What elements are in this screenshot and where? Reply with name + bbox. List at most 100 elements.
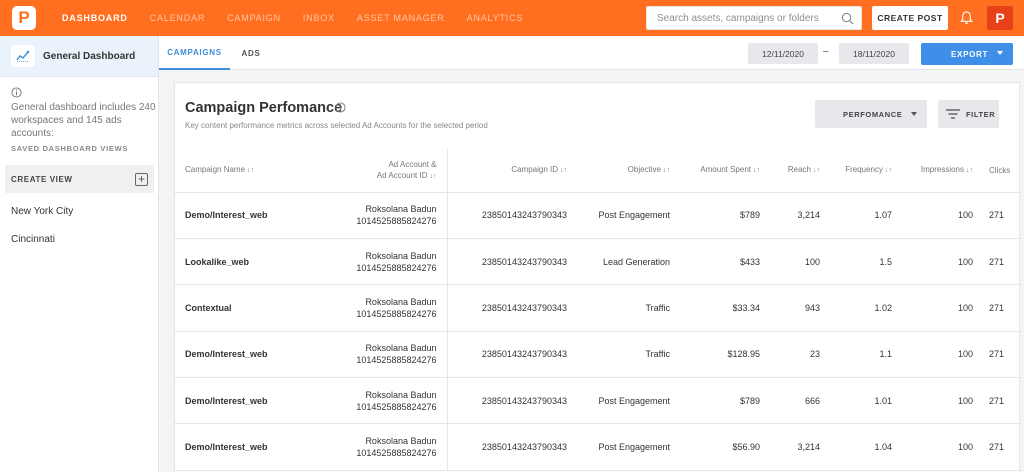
campaign-name-cell[interactable]: Demo/Interest_web: [175, 331, 330, 379]
ad-account-cell: Roksolana Badun 1014525885824276: [330, 192, 448, 239]
saved-view-item[interactable]: Cincinnati: [11, 234, 55, 245]
col-clicks[interactable]: Clicks: [983, 149, 1019, 193]
info-icon[interactable]: [335, 102, 346, 113]
col-campaign-name[interactable]: Campaign Name ↓↑: [175, 149, 330, 193]
amount-spent-cell: $33.34: [680, 284, 770, 332]
caret-down-icon: [911, 112, 917, 116]
campaign-name-cell[interactable]: Contextual: [175, 284, 330, 332]
campaign-id-cell: 23850143243790343: [447, 284, 577, 332]
frequency-cell: 1.01: [830, 377, 902, 425]
sort-icon[interactable]: ↓↑: [663, 167, 670, 175]
impressions-cell: 100: [902, 423, 983, 471]
chart-icon: [11, 45, 35, 67]
clicks-cell: 271: [983, 423, 1019, 471]
impressions-cell: 100: [902, 377, 983, 425]
tabs-bar: CAMPAIGNS ADS 12/11/2020 – 18/11/2020 EX…: [159, 36, 1024, 70]
tab-campaigns[interactable]: CAMPAIGNS: [159, 36, 230, 70]
nav-analytics[interactable]: ANALYTICS: [466, 13, 524, 23]
col-ad-account[interactable]: Ad Account & Ad Account ID ↓↑: [330, 149, 448, 193]
ad-account-cell: Roksolana Badun 1014525885824276: [330, 284, 448, 332]
bell-icon[interactable]: [959, 10, 974, 25]
clicks-cell: 271: [983, 238, 1019, 286]
dashboard-description: General dashboard includes 240 workspace…: [11, 102, 156, 139]
impressions-cell: 100: [902, 192, 983, 239]
frequency-cell: 1.04: [830, 423, 902, 471]
campaign-table: Campaign Name ↓↑ Ad Account & Ad Account I…: [175, 149, 1019, 471]
sort-icon[interactable]: ↓↑: [753, 167, 760, 175]
frequency-cell: 1.07: [830, 192, 902, 239]
export-button[interactable]: EXPORT: [921, 43, 1013, 65]
info-icon: [11, 87, 22, 98]
campaign-performance-card: Campaign Perfomance Key content performa…: [174, 82, 1020, 472]
search-input[interactable]: [657, 12, 837, 24]
tab-ads[interactable]: ADS: [241, 48, 261, 58]
saved-view-item[interactable]: New York City: [11, 206, 74, 217]
col-frequency[interactable]: Frequency ↓↑: [830, 149, 902, 193]
impressions-cell: 100: [902, 284, 983, 332]
col-reach[interactable]: Reach ↓↑: [770, 149, 830, 193]
nav-dashboard[interactable]: DASHBOARD: [62, 13, 128, 23]
avatar[interactable]: P: [987, 6, 1013, 30]
filter-button[interactable]: FILTER: [938, 100, 999, 128]
campaign-name-cell[interactable]: Demo/Interest_web: [175, 377, 330, 425]
nav-inbox[interactable]: INBOX: [302, 13, 335, 23]
create-post-button[interactable]: CREATE POST: [872, 6, 948, 30]
top-nav: P DASHBOARD CALENDAR CAMPAIGN INBOX ASSE…: [0, 0, 1024, 36]
ad-account-cell: Roksolana Badun 1014525885824276: [330, 377, 448, 425]
sort-icon[interactable]: ↓↑: [885, 167, 892, 175]
objective-cell: Post Engagement: [577, 192, 680, 239]
reach-cell: 23: [770, 331, 830, 379]
clicks-cell: 271: [983, 377, 1019, 425]
objective-cell: Traffic: [577, 331, 680, 379]
table-row[interactable]: Demo/Interest_web Roksolana Badun 1014525…: [175, 192, 1019, 239]
campaign-name-cell[interactable]: Lookalike_web: [175, 238, 330, 286]
date-separator: –: [823, 46, 829, 57]
date-to-field[interactable]: 18/11/2020: [839, 43, 909, 64]
table-row[interactable]: Demo/Interest_web Roksolana Badun 1014525…: [175, 423, 1019, 471]
table-row[interactable]: Contextual Roksolana Badun 10145258858242…: [175, 284, 1019, 332]
campaign-name-cell[interactable]: Demo/Interest_web: [175, 192, 330, 239]
search-icon[interactable]: [841, 12, 854, 25]
nav-calendar[interactable]: CALENDAR: [149, 13, 206, 23]
col-amount-spent[interactable]: Amount Spent ↓↑: [680, 149, 770, 193]
export-label: EXPORT: [951, 49, 989, 59]
col-campaign-id[interactable]: Campaign ID ↓↑: [447, 149, 577, 193]
campaign-id-cell: 23850143243790343: [447, 192, 577, 239]
frequency-cell: 1.5: [830, 238, 902, 286]
col-objective[interactable]: Objective ↓↑: [577, 149, 680, 193]
app-logo[interactable]: P: [12, 6, 36, 30]
sort-icon[interactable]: ↓↑: [966, 167, 973, 175]
table-row[interactable]: Lookalike_web Roksolana Badun 10145258858…: [175, 238, 1019, 286]
reach-cell: 666: [770, 377, 830, 425]
campaign-name-cell[interactable]: Demo/Interest_web: [175, 423, 330, 471]
sort-icon[interactable]: ↓↑: [429, 172, 437, 180]
table-row[interactable]: Demo/Interest_web Roksolana Badun 1014525…: [175, 377, 1019, 425]
caret-down-icon: [997, 51, 1003, 55]
card-title: Campaign Perfomance: [185, 100, 343, 116]
reach-cell: 3,214: [770, 423, 830, 471]
nav-campaign[interactable]: CAMPAIGN: [227, 13, 281, 23]
sort-icon[interactable]: ↓↑: [560, 167, 567, 175]
create-view-button[interactable]: CREATE VIEW +: [5, 165, 154, 193]
general-dashboard-item[interactable]: General Dashboard: [0, 36, 158, 77]
nav-asset-manager[interactable]: ASSET MANAGER: [356, 13, 445, 23]
campaign-id-cell: 23850143243790343: [447, 377, 577, 425]
campaign-id-cell: 23850143243790343: [447, 238, 577, 286]
sort-icon[interactable]: ↓↑: [247, 167, 255, 175]
objective-cell: Post Engagement: [577, 377, 680, 425]
card-subtitle: Key content performance metrics across s…: [185, 121, 488, 130]
plus-icon[interactable]: +: [135, 172, 148, 186]
objective-cell: Traffic: [577, 284, 680, 332]
frequency-cell: 1.1: [830, 331, 902, 379]
performance-dropdown[interactable]: PERFOMANCE: [815, 100, 927, 128]
impressions-cell: 100: [902, 331, 983, 379]
frequency-cell: 1.02: [830, 284, 902, 332]
date-from-field[interactable]: 12/11/2020: [748, 43, 818, 64]
col-impressions[interactable]: Impressions ↓↑: [902, 149, 983, 193]
campaign-id-cell: 23850143243790343: [447, 423, 577, 471]
sort-icon[interactable]: ↓↑: [813, 167, 820, 175]
table-row[interactable]: Demo/Interest_web Roksolana Badun 1014525…: [175, 331, 1019, 379]
create-view-label: CREATE VIEW: [11, 174, 73, 184]
reach-cell: 3,214: [770, 192, 830, 239]
amount-spent-cell: $56.90: [680, 423, 770, 471]
